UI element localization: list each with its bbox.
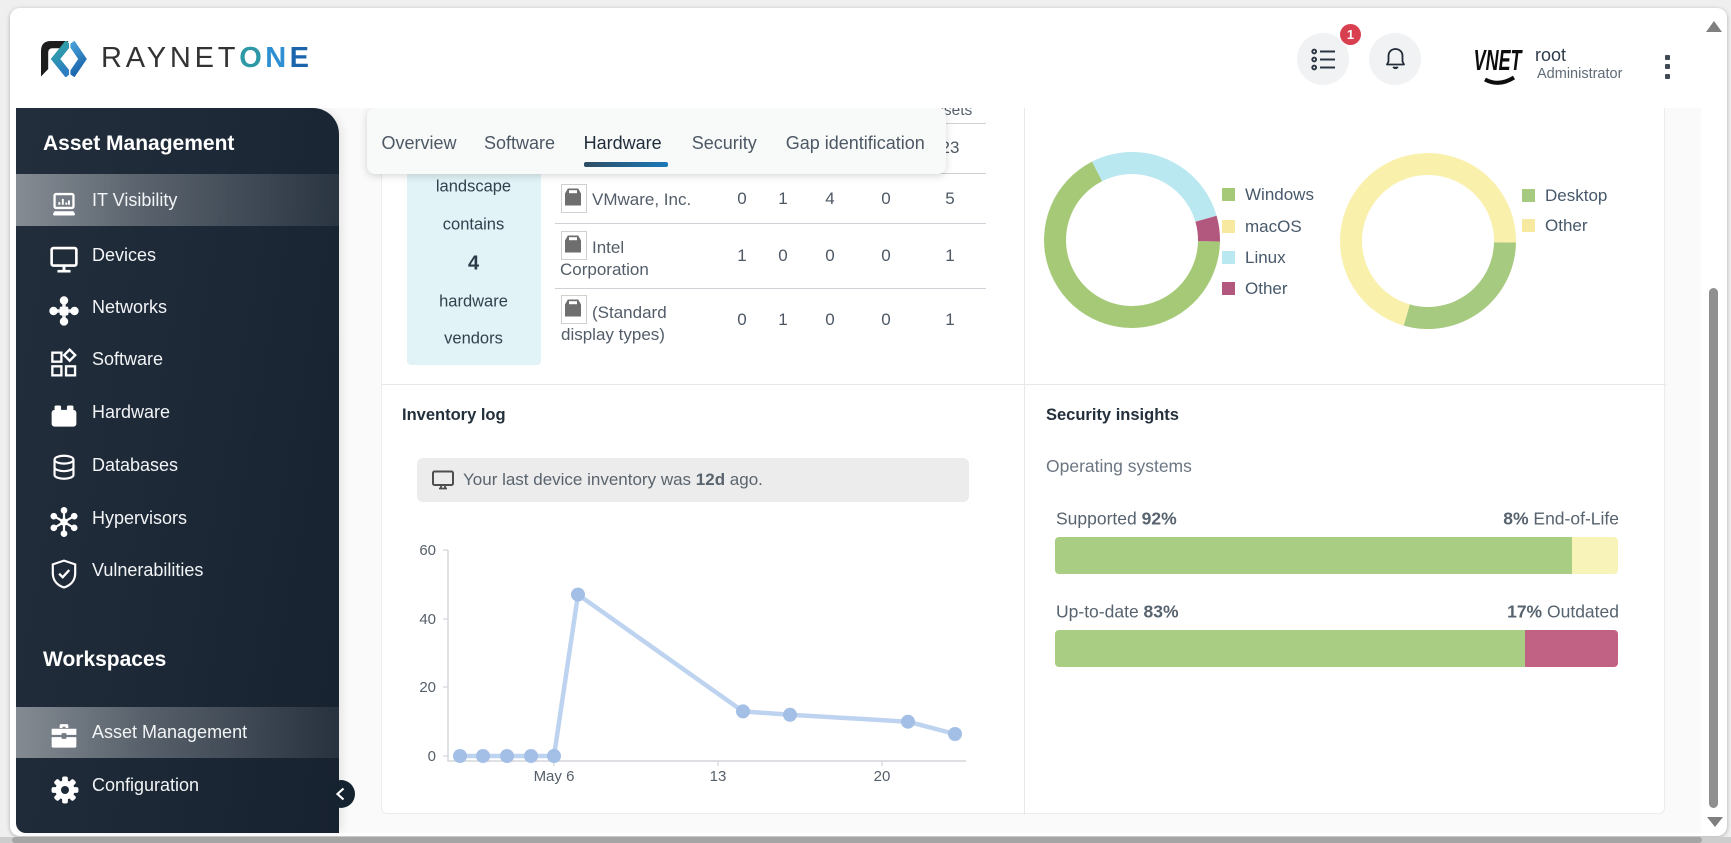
svg-text:0: 0 (428, 748, 436, 765)
svg-text:VNET: VNET (1474, 45, 1524, 77)
svg-text:40: 40 (419, 611, 436, 628)
svg-text:20: 20 (874, 768, 891, 785)
svg-text:20: 20 (419, 679, 436, 696)
svg-text:May 6: May 6 (534, 768, 575, 785)
svg-text:60: 60 (419, 542, 436, 559)
svg-text:13: 13 (710, 768, 727, 785)
